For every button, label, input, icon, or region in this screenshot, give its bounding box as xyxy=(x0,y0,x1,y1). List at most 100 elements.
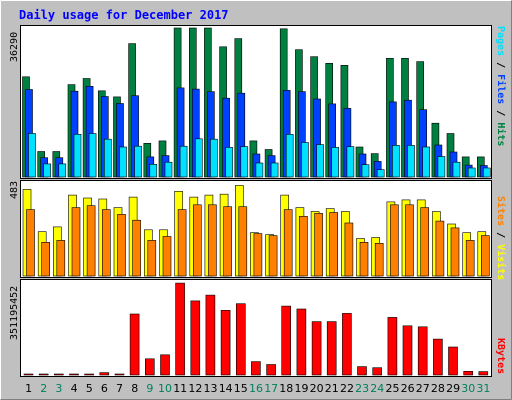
bar-kbytes-day-20 xyxy=(311,321,322,376)
bar-sites-day-23 xyxy=(359,242,369,277)
day-label-16: 16 xyxy=(249,382,263,395)
bar-sites-day-6 xyxy=(102,209,111,277)
panel-top-side-label: Pages / Files / Hits xyxy=(495,26,507,146)
side-label-part: Visits xyxy=(495,244,507,280)
bar-kbytes-day-28 xyxy=(433,338,443,376)
bar-sites-day-29 xyxy=(450,227,460,277)
bar-pages-day-30 xyxy=(467,167,476,178)
bar-kbytes-day-21 xyxy=(326,321,337,376)
side-label-part: KBytes xyxy=(495,338,506,374)
bar-pages-day-2 xyxy=(43,163,52,178)
bar-pages-day-16 xyxy=(255,162,264,178)
bar-sites-day-11 xyxy=(177,209,187,277)
day-label-12: 12 xyxy=(188,382,202,395)
day-label-28: 28 xyxy=(431,382,445,395)
day-label-24: 24 xyxy=(370,382,384,395)
bar-sites-day-9 xyxy=(147,240,157,277)
panel-bottom-max-label: 351195452 xyxy=(9,286,20,340)
bar-sites-day-16 xyxy=(253,233,263,277)
bar-sites-day-21 xyxy=(329,212,339,277)
bar-sites-day-19 xyxy=(299,216,308,277)
bar-pages-day-25 xyxy=(392,145,400,178)
day-label-6: 6 xyxy=(101,382,108,395)
day-labels: 1 2 3 4 5 6 7 8 9 10 11 12 13 14 15 16 17 18 19 20 21 22 23 24 2… xyxy=(25,382,490,395)
bar-pages-day-18 xyxy=(285,134,294,178)
bar-sites-day-30 xyxy=(465,240,475,277)
day-label-18: 18 xyxy=(279,382,293,395)
side-label-part: Hits xyxy=(495,122,507,146)
bar-sites-day-20 xyxy=(314,213,323,277)
bar-kbytes-day-10 xyxy=(160,354,170,376)
kbytes-bars xyxy=(23,282,489,376)
day-label-11: 11 xyxy=(173,382,187,395)
bar-pages-day-14 xyxy=(225,147,233,178)
bar-kbytes-day-30 xyxy=(463,370,474,376)
day-label-23: 23 xyxy=(355,382,369,395)
bar-sites-day-13 xyxy=(208,204,217,277)
bar-kbytes-day-24 xyxy=(372,367,383,376)
bar-pages-day-3 xyxy=(58,163,67,178)
day-label-31: 31 xyxy=(476,382,490,395)
bar-kbytes-day-19 xyxy=(296,308,307,376)
bar-pages-day-8 xyxy=(134,145,142,178)
day-label-17: 17 xyxy=(264,382,278,395)
day-label-27: 27 xyxy=(416,382,430,395)
bar-pages-day-9 xyxy=(149,164,158,178)
bar-kbytes-day-7 xyxy=(114,373,125,376)
bar-pages-day-5 xyxy=(88,133,97,178)
bar-pages-day-6 xyxy=(104,138,112,178)
panel-top-max-label: 36290 xyxy=(9,32,20,62)
side-label-part: Files xyxy=(495,74,507,104)
bar-pages-day-20 xyxy=(316,144,324,178)
day-label-10: 10 xyxy=(158,382,172,395)
bar-pages-day-28 xyxy=(437,156,446,178)
day-label-19: 19 xyxy=(295,382,309,395)
bar-pages-day-11 xyxy=(179,145,188,178)
bar-sites-day-27 xyxy=(420,207,430,277)
bar-sites-day-31 xyxy=(480,235,490,277)
bar-kbytes-day-17 xyxy=(266,364,276,376)
bar-pages-day-10 xyxy=(164,161,173,178)
bar-pages-day-19 xyxy=(301,142,309,178)
day-label-13: 13 xyxy=(204,382,218,395)
bar-kbytes-day-25 xyxy=(387,317,398,376)
day-label-21: 21 xyxy=(325,382,339,395)
bar-kbytes-day-12 xyxy=(190,300,201,376)
panel-bottom-frame xyxy=(20,279,492,377)
day-label-25: 25 xyxy=(386,382,400,395)
chart-title: Daily usage for December 2017 xyxy=(19,8,229,22)
bar-sites-day-18 xyxy=(283,209,293,277)
side-label-part: / xyxy=(495,104,506,122)
day-label-26: 26 xyxy=(401,382,415,395)
panel-hits-files-pages: 36290 Pages / Files / Hits xyxy=(9,25,507,179)
bar-sites-day-17 xyxy=(268,235,278,277)
bar-kbytes-day-4 xyxy=(69,373,79,376)
bar-pages-day-29 xyxy=(452,161,461,178)
day-label-2: 2 xyxy=(40,382,47,395)
day-label-15: 15 xyxy=(234,382,248,395)
panel-middle-side-label: Sites / Visits xyxy=(495,196,507,280)
bar-sites-day-26 xyxy=(405,204,414,277)
bar-kbytes-day-14 xyxy=(220,309,231,376)
day-label-3: 3 xyxy=(55,382,62,395)
bar-sites-day-8 xyxy=(132,219,141,277)
bar-pages-day-23 xyxy=(361,164,370,178)
bar-sites-day-14 xyxy=(223,206,232,277)
bar-kbytes-day-29 xyxy=(448,346,458,376)
bar-kbytes-day-15 xyxy=(236,303,246,376)
bar-kbytes-day-8 xyxy=(129,313,140,376)
bar-sites-day-1 xyxy=(26,209,35,277)
bar-kbytes-day-6 xyxy=(99,372,110,376)
day-label-1: 1 xyxy=(25,382,32,395)
bar-sites-day-25 xyxy=(390,204,399,277)
bar-pages-day-21 xyxy=(331,147,340,178)
bar-pages-day-12 xyxy=(195,138,203,178)
bar-kbytes-day-22 xyxy=(342,313,352,376)
day-label-20: 20 xyxy=(310,382,324,395)
side-label-part: / xyxy=(495,56,506,74)
panel-kbytes: 351195452 KBytes xyxy=(9,279,506,377)
bar-kbytes-day-5 xyxy=(84,373,94,376)
day-label-29: 29 xyxy=(446,382,460,395)
bar-kbytes-day-23 xyxy=(357,366,367,376)
bar-pages-day-13 xyxy=(210,138,218,178)
